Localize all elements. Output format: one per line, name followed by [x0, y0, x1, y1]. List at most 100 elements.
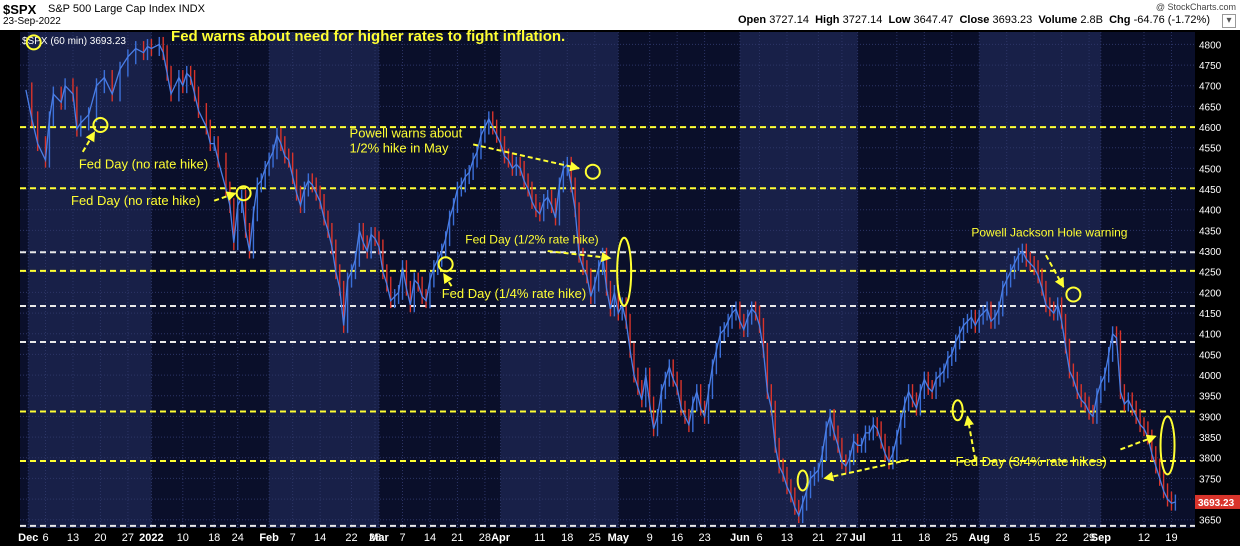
- symbol-label: $SPX: [3, 2, 37, 17]
- highlight-circle: [92, 117, 109, 133]
- y-tick-label: 4200: [1199, 288, 1222, 299]
- highlight-circle: [584, 163, 601, 180]
- y-tick-label: 3900: [1199, 412, 1222, 423]
- ann-fed-quarter: Fed Day (1/4% rate hike): [442, 286, 587, 301]
- highlight-circle: [1065, 286, 1082, 303]
- x-tick-label: 11: [891, 532, 902, 544]
- month-band: [269, 32, 379, 528]
- y-tick-label: 4350: [1199, 226, 1222, 237]
- price-line: [25, 43, 1176, 518]
- annotation-arrow: [442, 272, 453, 287]
- x-tick-label: 20: [94, 532, 106, 544]
- close-label: Close: [959, 14, 990, 26]
- x-tick-label: 14: [314, 532, 326, 544]
- y-tick-label: 4700: [1199, 82, 1222, 93]
- x-tick-label: 15: [1028, 532, 1040, 544]
- x-tick-label: Jul: [850, 532, 866, 544]
- x-tick-label: 23: [698, 532, 710, 544]
- x-tick-label: 24: [232, 532, 244, 544]
- x-tick-label: 10: [177, 532, 189, 544]
- x-tick-label: 13: [781, 532, 793, 544]
- highlight-oval: [796, 469, 809, 492]
- annotation-arrow: [1045, 254, 1065, 288]
- x-tick-label: 14: [424, 532, 436, 544]
- x-tick-label: Sep: [1091, 532, 1111, 544]
- x-tick-label: 25: [589, 532, 601, 544]
- x-tick-label: 13: [67, 532, 79, 544]
- x-tick-label: 6: [756, 532, 762, 544]
- y-tick-label: 4650: [1199, 102, 1222, 113]
- annotation-arrow: [1120, 434, 1157, 451]
- y-tick-label: 4250: [1199, 268, 1222, 279]
- y-tick-label: 3750: [1199, 474, 1222, 485]
- y-tick-label: 4450: [1199, 185, 1222, 196]
- highlight-circle: [25, 34, 42, 51]
- ann-three-quarter: Fed Day (3/4% rate hikes): [956, 454, 1107, 469]
- y-tick-label: 4550: [1199, 144, 1222, 155]
- annotation-arrow: [213, 191, 237, 202]
- annotation-arrow: [81, 131, 96, 153]
- chg-value: -64.76 (-1.72%): [1133, 14, 1210, 26]
- highlight-oval: [951, 399, 964, 422]
- y-tick-label: 4150: [1199, 309, 1222, 320]
- ann-fed-half: Fed Day (1/2% rate hike): [465, 233, 598, 247]
- quote-summary: Open 3727.14 High 3727.14 Low 3647.47 Cl…: [738, 14, 1210, 26]
- x-tick-label: 18: [918, 532, 930, 544]
- y-tick-label: 4600: [1199, 123, 1222, 134]
- x-tick-label: 8: [1004, 532, 1010, 544]
- x-tick-label: 7: [290, 532, 296, 544]
- y-tick-label: 4500: [1199, 164, 1222, 175]
- x-tick-label: 19: [1165, 532, 1177, 544]
- chg-label: Chg: [1109, 14, 1131, 26]
- ann-jackson-hole: Powell Jackson Hole warning: [971, 226, 1127, 240]
- price-chart: 3650370037503800385039003950400040504100…: [18, 30, 1240, 544]
- y-tick-label: 4400: [1199, 206, 1222, 217]
- volume-label: Volume: [1038, 14, 1078, 26]
- chart-date: 23-Sep-2022: [3, 16, 61, 27]
- x-tick-label: Apr: [491, 532, 511, 544]
- high-value: 3727.14: [842, 14, 883, 26]
- y-tick-label: 4300: [1199, 247, 1222, 258]
- last-value-tag: [1195, 494, 1240, 509]
- y-tick-label: 3800: [1199, 454, 1222, 465]
- low-value: 3647.47: [913, 14, 954, 26]
- x-tick-label: Aug: [969, 532, 990, 544]
- highlight-circle: [437, 256, 454, 273]
- x-tick-label: 16: [671, 532, 683, 544]
- ann-fed-warns: Fed warns about need for higher rates to…: [171, 30, 565, 45]
- low-label: Low: [888, 14, 911, 26]
- open-value: 3727.14: [769, 14, 809, 26]
- x-tick-label: 27: [836, 532, 848, 544]
- index-name: S&P 500 Large Cap Index INDX: [48, 3, 205, 15]
- x-tick-label: Jun: [730, 532, 750, 544]
- x-tick-label: 21: [451, 532, 463, 544]
- close-value: 3693.23: [992, 14, 1033, 26]
- y-tick-label: 3850: [1199, 433, 1222, 444]
- y-tick-label: 4100: [1199, 330, 1222, 341]
- highlight-oval: [1159, 415, 1176, 476]
- highlight-oval: [616, 236, 633, 307]
- dropdown-arrow-icon[interactable]: ▾: [1222, 14, 1236, 28]
- x-tick-label: 29: [1083, 532, 1095, 544]
- x-tick-label: 7: [399, 532, 405, 544]
- x-tick-label: Feb: [259, 532, 279, 544]
- x-tick-label: 2022: [139, 532, 163, 544]
- x-tick-label: 22: [1055, 532, 1067, 544]
- y-tick-label: 4000: [1199, 371, 1222, 382]
- last-value-label: 3693.23: [1198, 498, 1235, 509]
- x-tick-label: 12: [1138, 532, 1150, 544]
- y-tick-label: 4050: [1199, 350, 1222, 361]
- ann-powell-2: 1/2% hike in May: [350, 141, 449, 156]
- y-tick-label: 4800: [1199, 40, 1222, 51]
- chart-header: $SPX S&P 500 Large Cap Index INDX 23-Sep…: [0, 0, 1240, 30]
- x-tick-label: 28: [369, 532, 381, 544]
- ann-fed-day-1: Fed Day (no rate hike): [79, 156, 208, 171]
- x-tick-label: 18: [561, 532, 573, 544]
- x-tick-label: Mar: [369, 532, 389, 544]
- y-tick-label: 4750: [1199, 61, 1222, 72]
- open-label: Open: [738, 14, 767, 26]
- annotation-arrow: [547, 250, 612, 263]
- x-tick-label: 6: [42, 532, 48, 544]
- x-tick-label: 21: [812, 532, 824, 544]
- y-tick-label: 3950: [1199, 392, 1222, 403]
